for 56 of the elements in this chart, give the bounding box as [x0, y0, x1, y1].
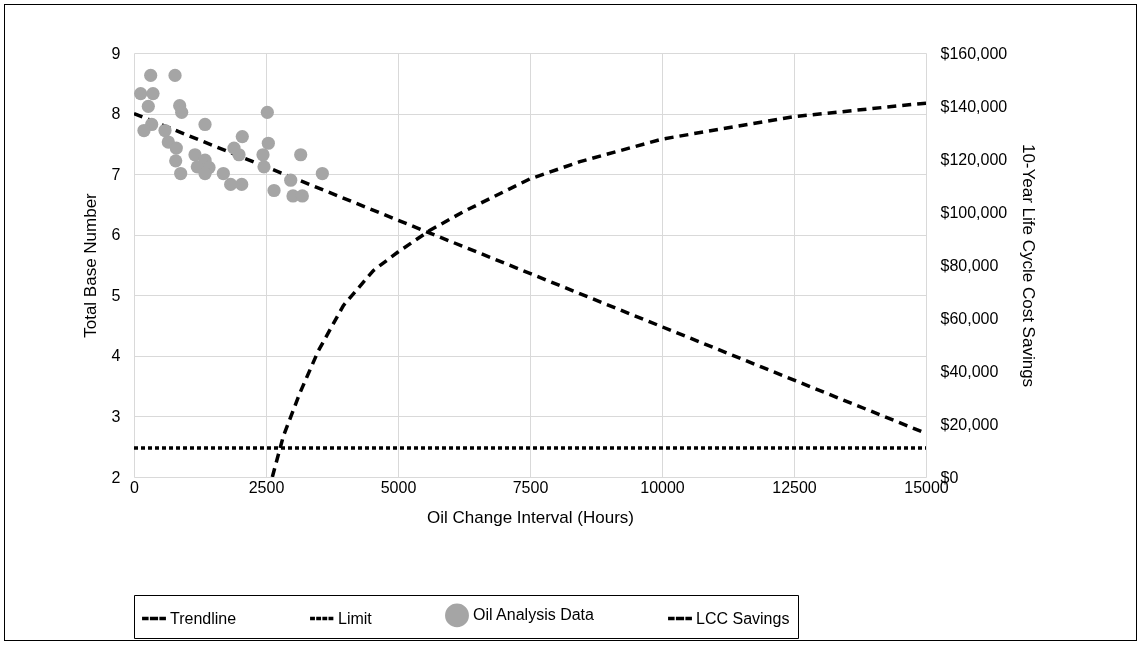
- x-axis-title: Oil Change Interval (Hours): [427, 507, 634, 527]
- point: [267, 183, 281, 198]
- point: [216, 166, 230, 181]
- y2-tick-label: $80,000: [940, 256, 999, 274]
- legend-label: Limit: [338, 609, 373, 627]
- point: [235, 129, 249, 144]
- legend-label: Oil Analysis Data: [473, 606, 595, 624]
- x-tick-label: 0: [130, 478, 140, 496]
- y-tick-label: 4: [111, 347, 121, 365]
- point: [175, 105, 189, 119]
- y2-tick-label: $160,000: [940, 44, 1008, 62]
- point: [158, 123, 172, 138]
- y-tick-label: 8: [111, 105, 121, 123]
- y-tick-label: 7: [111, 165, 121, 183]
- y-tick-label: 2: [111, 468, 121, 486]
- y2-tick-label: $60,000: [940, 309, 999, 327]
- point: [168, 68, 182, 83]
- point: [146, 86, 160, 101]
- y2-axis-title: 10-Year Life Cycle Cost Savings: [1019, 143, 1039, 388]
- point: [198, 117, 212, 132]
- point: [284, 173, 298, 187]
- point: [235, 177, 249, 192]
- point: [134, 86, 148, 101]
- point: [169, 141, 183, 155]
- y2-tick-label: $20,000: [940, 415, 999, 433]
- point: [169, 154, 183, 168]
- y2-tick-label: $40,000: [940, 362, 999, 380]
- x-tick-label: 5000: [380, 478, 417, 496]
- point: [232, 148, 246, 162]
- x-tick-label: 10000: [640, 478, 685, 496]
- point: [315, 166, 329, 181]
- y2-tick-label: $100,000: [940, 203, 1008, 221]
- y-tick-label: 5: [111, 286, 121, 304]
- point: [137, 123, 151, 138]
- point: [257, 160, 271, 174]
- point: [144, 68, 158, 83]
- y2-tick-label: $120,000: [940, 150, 1008, 168]
- point: [224, 177, 238, 192]
- point: [294, 148, 308, 162]
- x-tick-label: 7500: [512, 478, 549, 496]
- point: [295, 189, 309, 203]
- point: [141, 99, 155, 113]
- y-axis-title: Total Base Number: [80, 192, 100, 338]
- x-tick-label: 12500: [772, 478, 817, 496]
- legend-label: LCC Savings: [696, 609, 790, 627]
- point: [174, 166, 188, 181]
- point: [256, 148, 270, 162]
- y2-tick-label: $140,000: [940, 97, 1008, 115]
- y-tick-label: 9: [111, 44, 121, 62]
- point: [188, 148, 202, 162]
- point: [260, 105, 274, 119]
- point: [261, 136, 275, 150]
- y-tick-label: 3: [111, 407, 121, 425]
- legend-label: Trendline: [170, 609, 237, 627]
- x-tick-label: 2500: [248, 478, 285, 496]
- y-tick-label: 6: [111, 226, 121, 244]
